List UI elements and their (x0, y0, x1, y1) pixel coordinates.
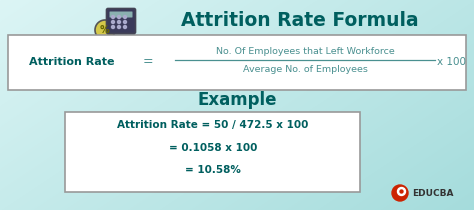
Circle shape (111, 16, 115, 18)
Circle shape (392, 185, 408, 201)
Text: No. Of Employees that Left Workforce: No. Of Employees that Left Workforce (216, 47, 394, 56)
FancyBboxPatch shape (65, 112, 360, 192)
Circle shape (111, 21, 115, 24)
FancyBboxPatch shape (8, 35, 466, 90)
FancyBboxPatch shape (107, 8, 136, 34)
Text: =: = (143, 55, 153, 68)
Circle shape (118, 21, 120, 24)
Circle shape (398, 188, 405, 196)
Circle shape (118, 25, 120, 29)
Text: Average No. of Employees: Average No. of Employees (243, 64, 367, 74)
Text: = 0.1058 x 100: = 0.1058 x 100 (169, 143, 257, 153)
Circle shape (124, 21, 127, 24)
Circle shape (95, 20, 115, 40)
Text: Example: Example (197, 91, 277, 109)
Circle shape (111, 25, 115, 29)
Text: Attrition Rate Formula: Attrition Rate Formula (181, 10, 419, 29)
Text: Attrition Rate: Attrition Rate (29, 57, 115, 67)
Circle shape (118, 16, 120, 18)
Circle shape (124, 16, 127, 18)
Text: x 100: x 100 (438, 57, 466, 67)
Text: Attrition Rate = 50 / 472.5 x 100: Attrition Rate = 50 / 472.5 x 100 (117, 120, 309, 130)
Text: %: % (100, 25, 110, 35)
Text: = 10.58%: = 10.58% (185, 165, 241, 175)
FancyBboxPatch shape (109, 12, 133, 17)
Circle shape (124, 25, 127, 29)
Circle shape (400, 190, 403, 193)
Text: EDUCBA: EDUCBA (412, 189, 454, 197)
